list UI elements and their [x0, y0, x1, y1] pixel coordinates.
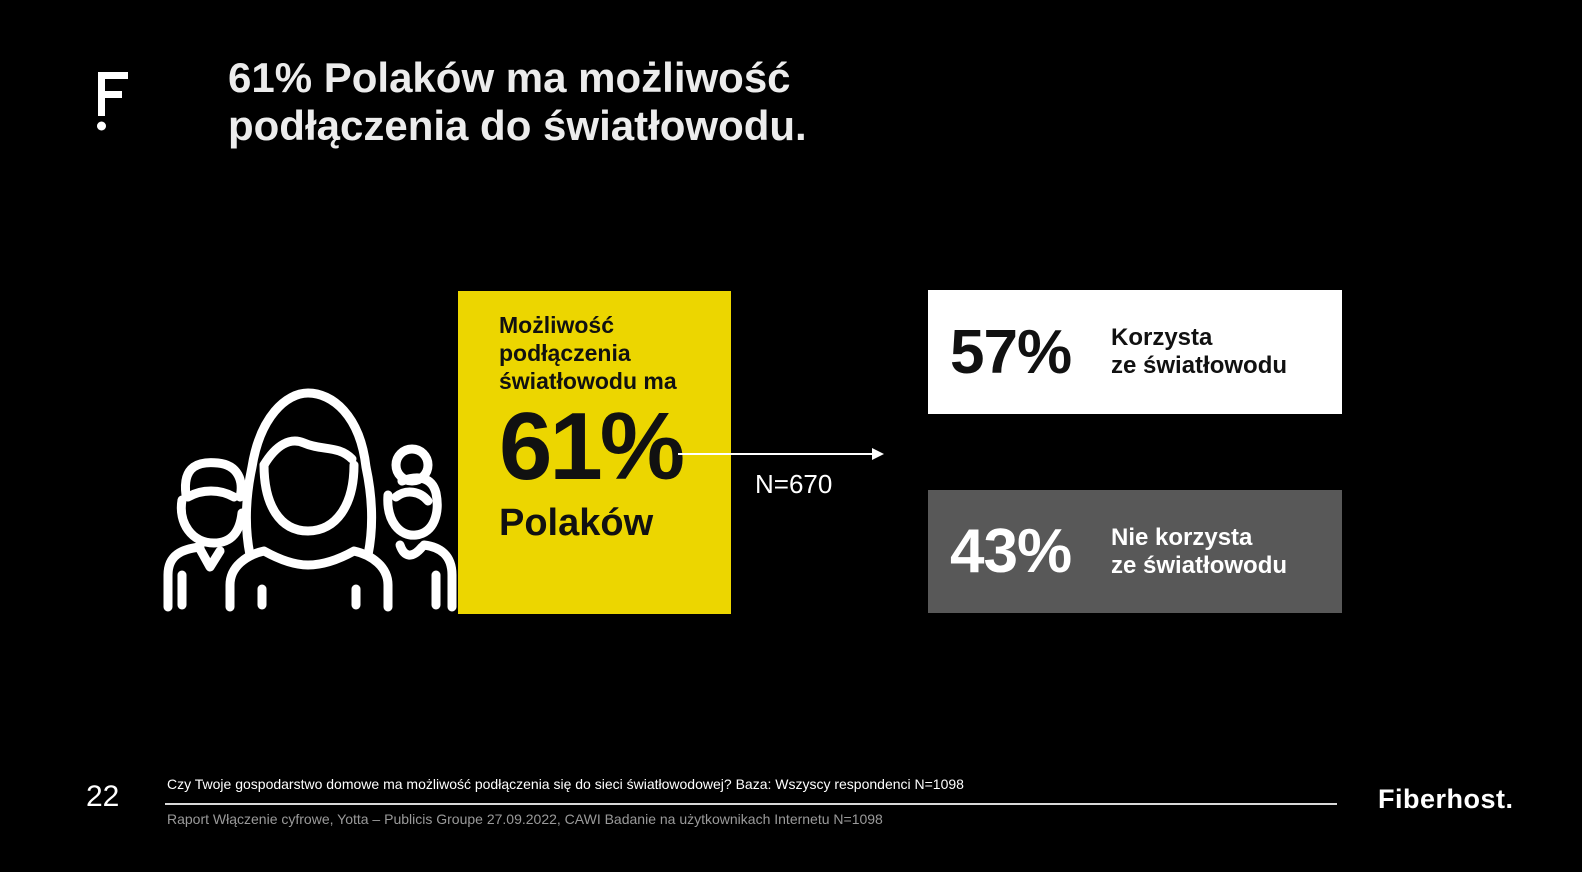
stat-label-line-1: Nie korzysta	[1111, 523, 1253, 551]
base-size-label: N=670	[755, 469, 833, 499]
arrow-right-icon	[678, 448, 884, 460]
highlight-value: 61%	[499, 393, 685, 500]
stat-value: 43%	[950, 517, 1072, 586]
stat-box-users: 57% Korzysta ze światłowodu	[928, 290, 1342, 414]
stat-label-line-2: ze światłowodu	[1111, 551, 1288, 579]
survey-question: Czy Twoje gospodarstwo domowe ma możliwo…	[167, 776, 964, 792]
highlight-label: Możliwość podłączenia światłowodu ma	[499, 312, 677, 394]
page-title: 61% Polaków ma możliwość podłączenia do …	[228, 54, 1128, 150]
stat-label-line-2: ze światłowodu	[1111, 352, 1288, 379]
stat-label-line-1: Korzysta	[1111, 324, 1213, 351]
people-group-icon	[163, 388, 457, 612]
brand-logo: Fiberhost.	[1378, 784, 1514, 814]
title-line-1: 61% Polaków ma możliwość	[228, 54, 791, 101]
stat-label: Nie korzysta ze światłowodu	[1111, 524, 1287, 580]
title-line-2: podłączenia do światłowodu.	[228, 102, 807, 149]
stat-value: 57%	[950, 317, 1072, 387]
highlight-subject: Polaków	[499, 502, 654, 544]
fiberhost-f-logo-icon	[97, 72, 128, 131]
highlight-box: Możliwość podłączenia światłowodu ma 61%…	[458, 291, 731, 614]
stat-box-non-users: 43% Nie korzysta ze światłowodu	[928, 490, 1342, 613]
page-number: 22	[86, 780, 120, 813]
stat-label: Korzysta ze światłowodu	[1111, 324, 1287, 380]
source-note: Raport Włączenie cyfrowe, Yotta – Public…	[167, 811, 883, 827]
footer-divider	[165, 803, 1337, 805]
